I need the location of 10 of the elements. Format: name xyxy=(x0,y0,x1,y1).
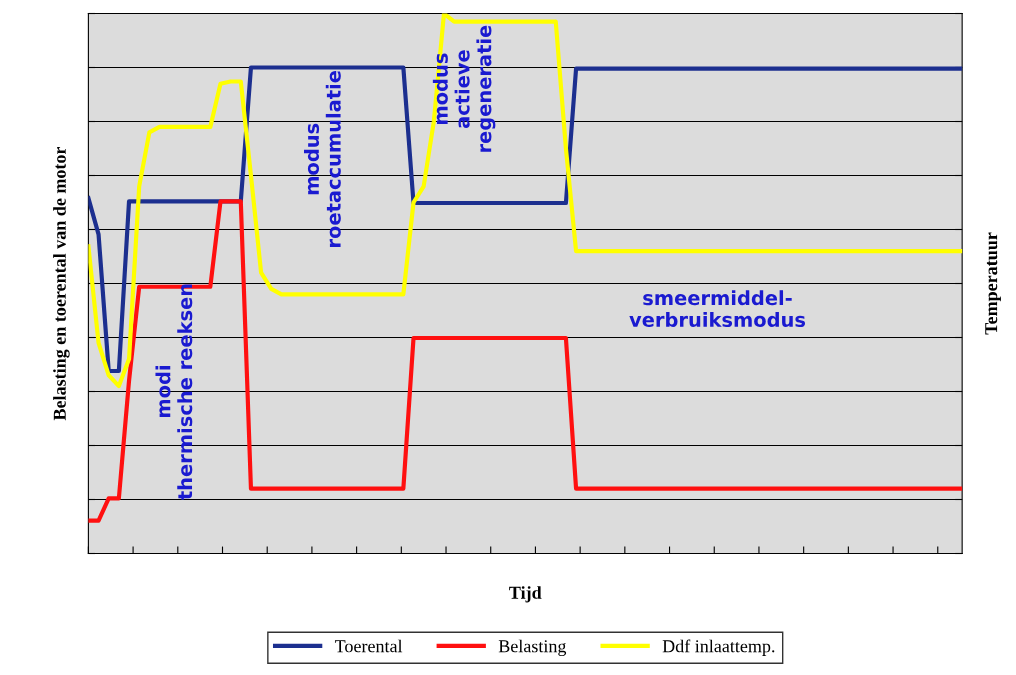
x-axis-title: Tijd xyxy=(509,586,542,603)
annotation: modus roetaccumulatie xyxy=(304,71,341,247)
y-axis-title: Belasting en toerental van de motor xyxy=(53,146,70,421)
annotation: modus actieve regeneratie xyxy=(432,25,496,152)
legend-label: Toerental xyxy=(334,639,403,653)
annotation: modi thermische reeksen xyxy=(155,284,193,500)
y2-axis-title: Temperatuur xyxy=(985,232,1001,335)
annotation: smeermiddel-verbruiksmodus xyxy=(629,290,806,328)
legend-label: Belasting xyxy=(498,639,567,657)
legend-label: Ddf inlaattemp. xyxy=(662,639,775,656)
